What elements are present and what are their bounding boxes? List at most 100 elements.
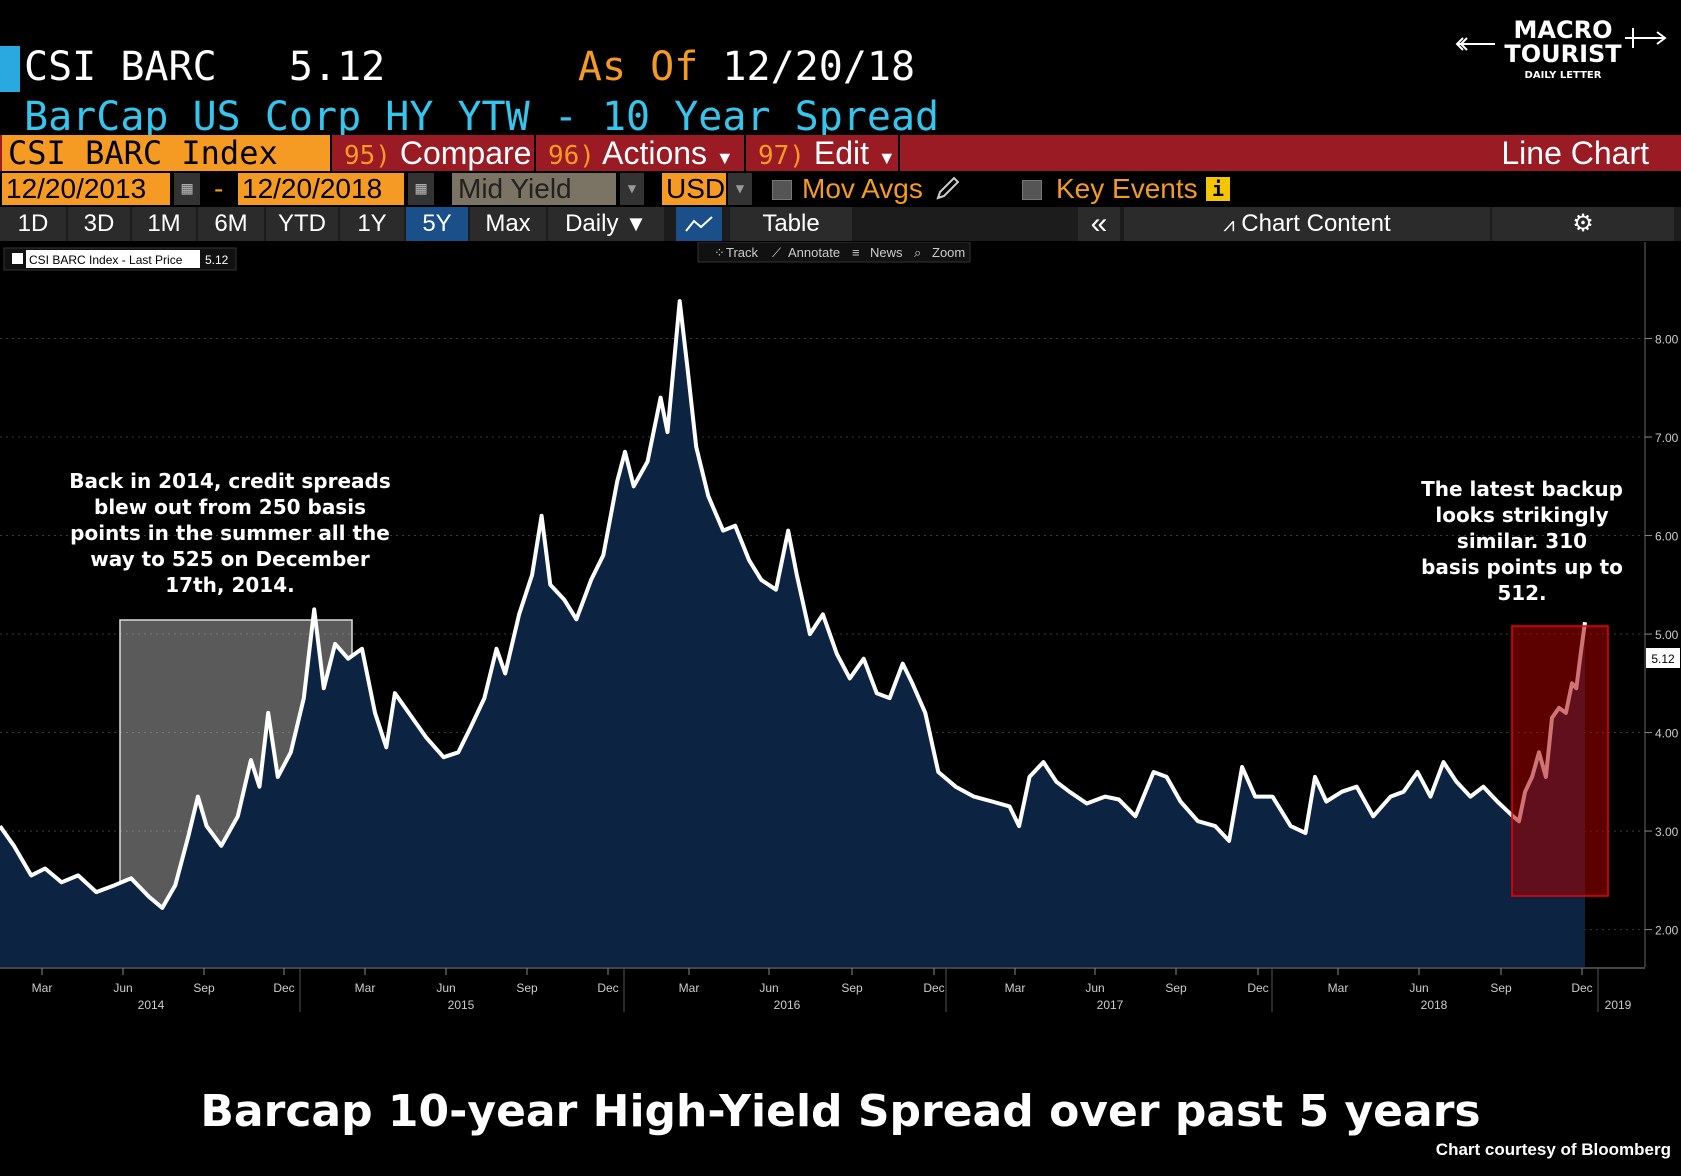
annotation-right-line: similar. 310 xyxy=(1456,529,1588,553)
chevron-down-icon: ▼ xyxy=(625,211,647,236)
field-select[interactable]: Mid Yield xyxy=(452,173,616,205)
line-chart-icon[interactable] xyxy=(676,207,722,241)
currency-select[interactable]: USD xyxy=(662,173,726,205)
annotation-left: Back in 2014, credit spreads blew out fr… xyxy=(40,468,420,598)
edit-num: 97) xyxy=(758,141,805,171)
zoom-tool[interactable]: Zoom xyxy=(932,245,965,260)
x-year-label: 2015 xyxy=(448,998,475,1012)
annotation-right-line: basis points up to xyxy=(1421,555,1623,579)
ticker-flag xyxy=(0,46,20,92)
security-description: BarCap US Corp HY YTW - 10 Year Spread xyxy=(24,94,940,140)
annotation-left-line: 17th, 2014. xyxy=(165,573,295,597)
frequency-label: Daily xyxy=(565,210,619,237)
table-button[interactable]: Table xyxy=(730,207,852,241)
last-price-box xyxy=(1646,648,1680,668)
track-tool[interactable]: Track xyxy=(726,245,759,260)
x-year-label: 2016 xyxy=(774,998,801,1012)
info-icon[interactable]: i xyxy=(1206,177,1230,201)
track-icon[interactable]: ⁘ xyxy=(714,245,725,260)
mov-avgs-checkbox[interactable] xyxy=(772,180,792,200)
end-date-field[interactable]: 12/20/2018 xyxy=(238,173,404,205)
zoom-icon[interactable]: ⌕ xyxy=(914,245,921,260)
range-ytd-button[interactable]: YTD xyxy=(266,207,338,241)
legend-label-bg xyxy=(26,250,200,268)
actions-menu[interactable]: 96) Actions ▼ xyxy=(548,135,734,171)
x-tick-label: Sep xyxy=(193,981,215,995)
x-tick-label: Jun xyxy=(1409,981,1428,995)
logo-line2: TOURIST xyxy=(1504,40,1622,68)
as-of-date: 12/20/18 xyxy=(722,44,916,90)
chart-type-label[interactable]: Line Chart xyxy=(1501,135,1649,171)
x-tick-label: Mar xyxy=(32,981,53,995)
chart-content-icon: ⩘ xyxy=(1223,214,1235,236)
chart-content-button[interactable]: ⩘ Chart Content xyxy=(1124,207,1490,241)
annotation-left-line: blew out from 250 basis xyxy=(94,495,366,519)
series-area-fill xyxy=(0,301,1585,968)
calendar-icon[interactable]: ▦ xyxy=(174,173,200,205)
gear-icon[interactable]: ⚙ xyxy=(1492,207,1674,241)
chevron-down-icon: ▼ xyxy=(877,148,896,168)
as-of-label: As Of xyxy=(577,44,699,90)
key-events-label: Key Events xyxy=(1056,173,1198,204)
y-tick-label: 6.00 xyxy=(1655,530,1679,544)
annotation-left-line: way to 525 on December xyxy=(90,547,370,571)
macro-tourist-logo: MACRO TOURIST DAILY LETTER xyxy=(1455,16,1667,81)
last-price-label: 5.12 xyxy=(1651,652,1675,666)
x-tick-label: Jun xyxy=(436,981,455,995)
range-1y-button[interactable]: 1Y xyxy=(340,207,404,241)
index-name-box[interactable]: CSI BARC Index xyxy=(2,135,330,171)
menu-separator xyxy=(898,135,900,171)
x-year-label: 2014 xyxy=(138,998,165,1012)
chevron-down-icon[interactable]: ▼ xyxy=(728,173,752,205)
menu-separator xyxy=(534,135,536,171)
start-date-field[interactable]: 12/20/2013 xyxy=(2,173,170,205)
collapse-button[interactable]: « xyxy=(1078,207,1120,241)
key-events-checkbox[interactable] xyxy=(1022,180,1042,200)
x-tick-label: Dec xyxy=(923,981,944,995)
x-tick-label: Mar xyxy=(679,981,700,995)
edit-menu[interactable]: 97) Edit ▼ xyxy=(758,135,896,171)
news-tool[interactable]: News xyxy=(870,245,903,260)
y-tick-label: 3.00 xyxy=(1655,825,1679,839)
menu-separator xyxy=(744,135,746,171)
source-credit: Chart courtesy of Bloomberg xyxy=(1435,1140,1671,1159)
x-tick-label: Jun xyxy=(1085,981,1104,995)
mov-avgs-label: Mov Avgs xyxy=(802,173,923,204)
chart-caption: Barcap 10-year High-Yield Spread over pa… xyxy=(200,1086,1481,1137)
x-tick-label: Jun xyxy=(759,981,778,995)
x-year-label: 2018 xyxy=(1421,998,1448,1012)
date-dash: - xyxy=(214,173,224,204)
y-tick-label: 5.00 xyxy=(1655,628,1679,642)
news-icon[interactable]: ≡ xyxy=(852,245,860,260)
spread-chart: 2.00 3.00 4.00 5.00 6.00 7.00 8.00 Mar Jun Sep De… xyxy=(0,242,1681,1047)
x-tick-label: Sep xyxy=(841,981,863,995)
range-1d-button[interactable]: 1D xyxy=(0,207,66,241)
header-line: CSI BARC 5.12 As Of 12/20/18 xyxy=(24,44,915,90)
x-tick-label: Dec xyxy=(597,981,618,995)
x-tick-label: Mar xyxy=(1005,981,1026,995)
range-max-button[interactable]: Max xyxy=(470,207,546,241)
pencil-icon[interactable] xyxy=(934,176,962,202)
arrow-left-icon xyxy=(1455,37,1495,51)
range-5y-button[interactable]: 5Y xyxy=(406,207,468,241)
x-tick-label: Dec xyxy=(1247,981,1268,995)
x-tick-label: Mar xyxy=(355,981,376,995)
x-tick-label: Sep xyxy=(516,981,538,995)
actions-num: 96) xyxy=(548,141,595,171)
compare-menu[interactable]: 95) Compare xyxy=(344,135,531,171)
calendar-icon[interactable]: ▦ xyxy=(408,173,434,205)
annotation-right-line: looks strikingly xyxy=(1435,503,1609,527)
annotation-right-line: 512. xyxy=(1497,581,1547,605)
annotate-icon[interactable]: ⟋ xyxy=(772,245,782,260)
annotation-left-line: Back in 2014, credit spreads xyxy=(69,469,391,493)
highlight-rect-2018 xyxy=(1511,625,1609,897)
frequency-select[interactable]: Daily ▼ xyxy=(548,207,664,241)
range-3d-button[interactable]: 3D xyxy=(68,207,130,241)
x-tick-label: Sep xyxy=(1490,981,1512,995)
logo-line1: MACRO xyxy=(1514,16,1613,44)
range-1m-button[interactable]: 1M xyxy=(132,207,196,241)
chevron-down-icon[interactable]: ▼ xyxy=(620,173,644,205)
x-axis: Mar Jun Sep Dec Mar Jun Sep Dec Mar Jun Sep Dec Mar J… xyxy=(0,967,1681,1047)
range-6m-button[interactable]: 6M xyxy=(198,207,264,241)
annotate-tool[interactable]: Annotate xyxy=(788,245,840,260)
